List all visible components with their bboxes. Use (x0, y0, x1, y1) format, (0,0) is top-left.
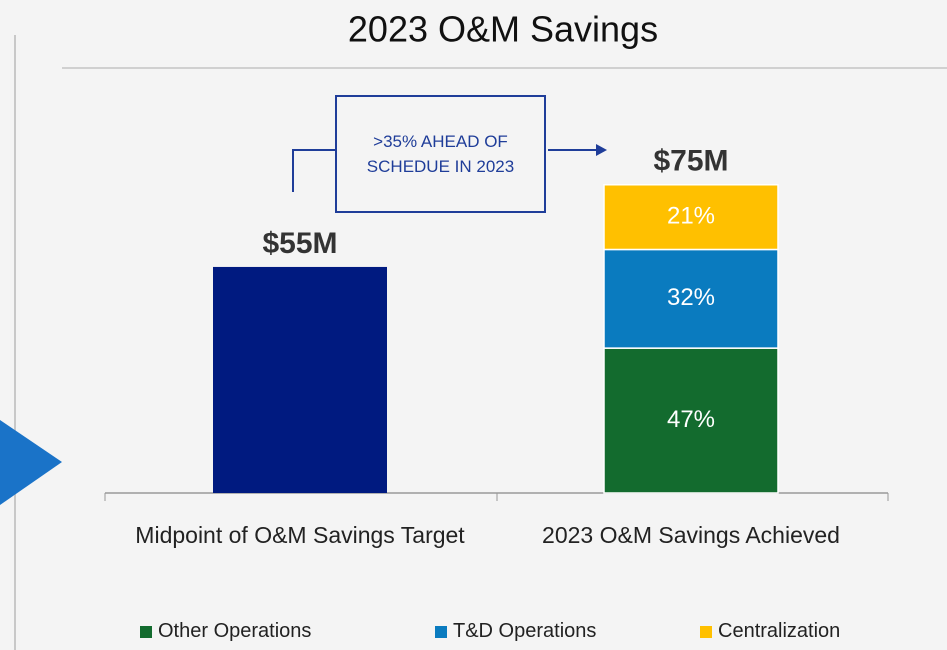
data-label: 32% (667, 284, 715, 311)
decor-triangle (0, 420, 62, 505)
legend-label: T&D Operations (453, 620, 597, 642)
bar-segment (603, 347, 779, 494)
legend-swatch (435, 625, 447, 638)
annotation: >35% AHEAD OF SCHEDUE IN 2023 (335, 95, 546, 213)
legend-item: Centralization (700, 620, 840, 643)
legend-label: Other Operations (158, 620, 312, 642)
bar (213, 266, 387, 493)
bar-segment (603, 248, 779, 349)
legend-swatch (140, 625, 152, 638)
legend-label: Centralization (718, 620, 841, 642)
chart-title: 2023 O&M Savings (348, 9, 658, 50)
connector (292, 149, 335, 192)
x-tick-label: 2023 O&M Savings Achieved (542, 522, 840, 548)
total-label: $75M (653, 145, 728, 178)
data-label: 47% (667, 406, 715, 433)
legend-item: Other Operations (140, 620, 311, 643)
arrow-head (596, 144, 607, 156)
bar-segment (603, 184, 779, 251)
x-tick-label: Midpoint of O&M Savings Target (135, 522, 465, 548)
data-label: 21% (667, 202, 715, 229)
total-label: $55M (262, 227, 337, 260)
legend-swatch (700, 625, 712, 638)
legend-item: T&D Operations (435, 620, 596, 643)
